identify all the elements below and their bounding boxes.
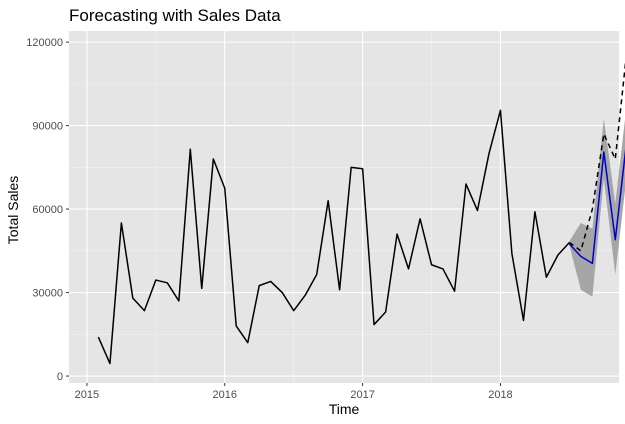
- y-tick-label: 60000: [32, 204, 63, 216]
- x-axis-title: Time: [329, 401, 360, 417]
- forecast-line: [568, 149, 625, 265]
- gridlines: [69, 31, 619, 383]
- y-tick-label: 0: [57, 371, 63, 383]
- prediction-interval-band: [569, 118, 625, 297]
- x-tick-label: 2016: [213, 389, 237, 401]
- x-tick-label: 2018: [488, 389, 512, 401]
- chart-title: Forecasting with Sales Data: [69, 6, 281, 25]
- forecast-interval-area: [569, 118, 625, 297]
- y-axis-title: Total Sales: [5, 176, 21, 244]
- x-tick-label: 2015: [75, 389, 99, 401]
- x-tick-label: 2017: [350, 389, 374, 401]
- panel-background: [69, 31, 619, 383]
- series-lines: [97, 60, 625, 365]
- plot-panel: [69, 31, 619, 383]
- y-tick-label: 90000: [32, 121, 63, 133]
- y-tick-label: 120000: [26, 37, 63, 49]
- actual-sales-line: [97, 109, 570, 365]
- y-tick-label: 30000: [32, 288, 63, 300]
- axes: 0 30000 60000 90000 120000 2015 2016 2017 2018: [26, 37, 512, 401]
